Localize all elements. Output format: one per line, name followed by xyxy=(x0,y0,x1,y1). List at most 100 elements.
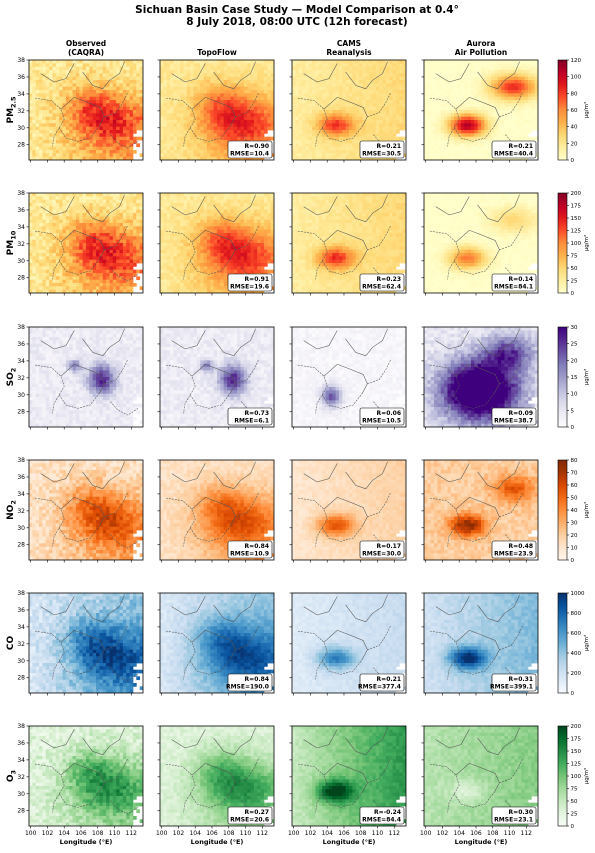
heat-cell xyxy=(213,93,218,98)
heat-cell xyxy=(173,136,178,141)
heat-cell xyxy=(39,146,43,151)
heat-cell xyxy=(109,150,114,154)
heat-cell xyxy=(106,256,110,261)
heat-cell xyxy=(332,150,336,154)
heat-cell xyxy=(392,86,397,91)
heat-cell xyxy=(322,76,326,81)
heat-cell xyxy=(450,146,455,151)
heat-cell xyxy=(494,90,499,94)
heat-cell xyxy=(163,136,168,141)
heat-cell xyxy=(295,123,300,128)
heat-cell xyxy=(109,203,114,207)
heat-cell xyxy=(223,93,228,98)
heat-cell xyxy=(457,156,462,160)
heat-cell xyxy=(35,126,40,131)
heat-cell xyxy=(233,136,238,141)
heat-cell xyxy=(180,123,184,128)
heat-cell xyxy=(35,83,40,88)
heat-cell xyxy=(206,133,211,138)
heat-cell xyxy=(534,106,538,111)
heat-cell xyxy=(243,130,248,134)
heat-cell xyxy=(342,110,347,114)
heat-cell xyxy=(65,266,70,271)
heat-cell xyxy=(49,266,53,271)
heat-cell xyxy=(467,123,472,128)
heat-cell xyxy=(52,90,57,94)
heat-cell xyxy=(62,266,67,271)
heat-cell xyxy=(305,116,310,121)
heat-cell xyxy=(196,113,201,118)
heat-cell xyxy=(126,66,130,71)
heat-cell xyxy=(45,259,50,264)
heat-cell xyxy=(470,70,475,74)
heat-cell xyxy=(527,60,532,64)
heat-cell xyxy=(487,60,492,64)
heat-cell xyxy=(160,73,164,78)
heat-cell xyxy=(196,126,201,131)
heat-cell xyxy=(318,83,323,88)
heat-cell xyxy=(531,80,536,84)
heat-cell xyxy=(82,239,87,244)
heat-cell xyxy=(176,150,181,154)
heat-cell xyxy=(440,116,445,121)
heat-cell xyxy=(447,116,452,121)
heat-cell xyxy=(193,66,198,71)
heat-cell xyxy=(92,70,97,74)
heat-cell xyxy=(186,76,191,81)
heat-cell xyxy=(491,103,495,108)
heat-cell xyxy=(122,80,127,84)
heat-cell xyxy=(534,116,538,121)
heat-cell xyxy=(183,123,188,128)
heat-cell xyxy=(332,90,336,94)
heat-cell xyxy=(318,150,323,154)
heat-cell xyxy=(243,103,248,108)
heat-cell xyxy=(42,90,47,94)
heat-cell xyxy=(59,63,63,68)
heat-cell xyxy=(392,123,397,128)
heat-cell xyxy=(481,130,485,134)
heat-cell xyxy=(52,243,57,247)
heat-cell xyxy=(45,289,50,293)
heat-cell xyxy=(440,100,445,104)
heat-cell xyxy=(186,83,191,88)
heat-cell xyxy=(190,110,194,114)
heat-cell xyxy=(32,229,37,234)
heat-cell xyxy=(59,263,63,267)
heat-cell xyxy=(112,156,117,160)
heat-cell xyxy=(511,73,515,78)
heat-cell xyxy=(65,143,70,148)
heat-cell xyxy=(89,229,94,234)
heat-cell xyxy=(86,153,90,158)
heat-cell xyxy=(240,76,245,81)
heat-cell xyxy=(392,130,397,134)
heat-cell xyxy=(35,66,40,71)
heat-cell xyxy=(223,96,228,101)
heat-cell xyxy=(69,219,73,224)
heat-cell xyxy=(250,73,255,78)
heat-cell xyxy=(491,66,495,71)
heat-cell xyxy=(106,259,110,264)
heat-cell xyxy=(497,130,502,134)
heat-cell xyxy=(106,136,110,141)
heat-cell xyxy=(183,130,188,134)
heat-cell xyxy=(427,100,432,104)
heat-cell xyxy=(52,146,57,151)
heat-cell xyxy=(106,100,110,104)
heat-cell xyxy=(481,106,485,111)
heat-cell xyxy=(312,126,316,131)
heat-cell xyxy=(524,116,529,121)
heat-cell xyxy=(45,283,50,287)
heat-cell xyxy=(399,90,404,94)
heat-cell xyxy=(504,156,509,160)
heat-cell xyxy=(233,133,238,138)
heat-cell xyxy=(240,113,245,118)
heat-cell xyxy=(315,96,320,101)
heat-cell xyxy=(190,60,194,64)
heat-cell xyxy=(109,100,114,104)
heat-cell xyxy=(65,80,70,84)
heat-cell xyxy=(227,106,231,111)
heat-cell xyxy=(362,66,367,71)
heat-cell xyxy=(200,133,204,138)
heat-cell xyxy=(132,66,137,71)
heat-cell xyxy=(305,93,310,98)
